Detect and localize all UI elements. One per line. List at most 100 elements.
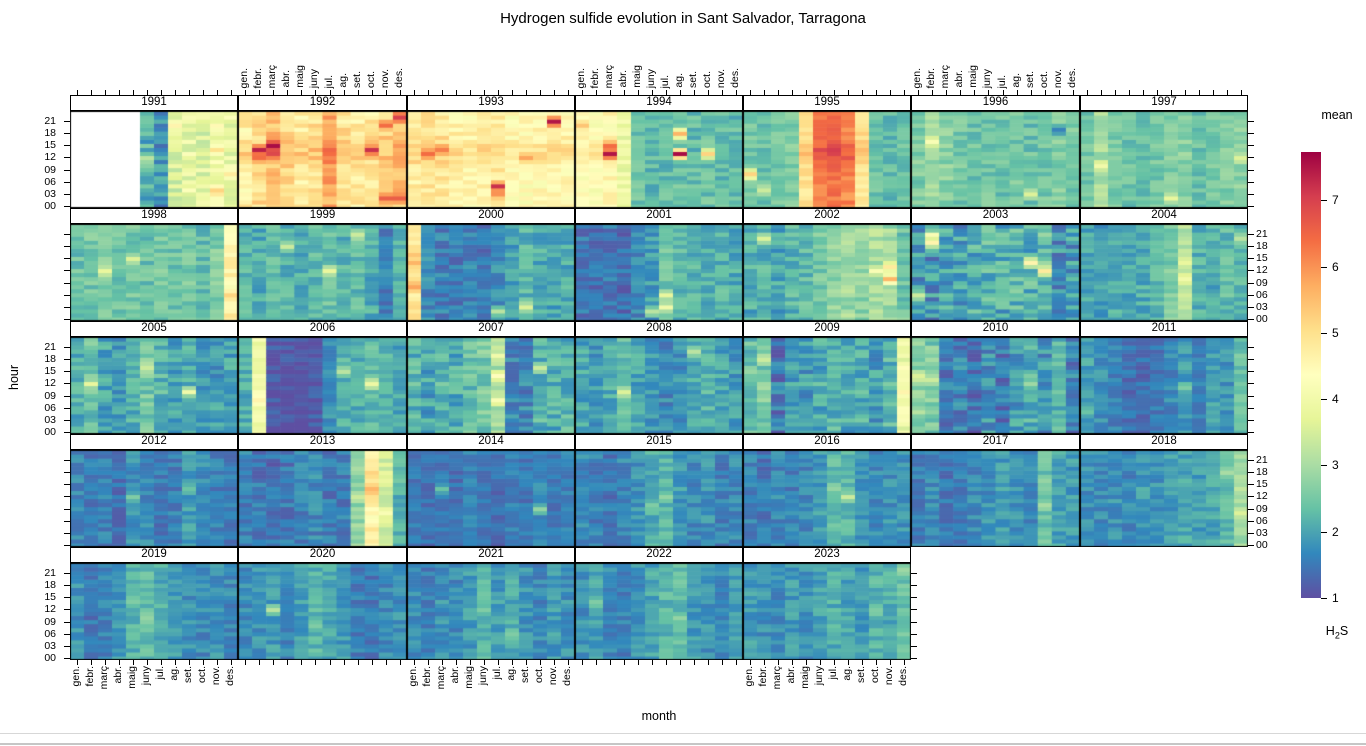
year-strip-2017: 2017 bbox=[911, 434, 1080, 450]
pane-divider bbox=[0, 743, 1366, 745]
month-label-bottom: juny bbox=[813, 666, 825, 686]
heatmap-panel-1995 bbox=[743, 111, 911, 208]
month-label-bottom: des. bbox=[224, 666, 236, 686]
month-label-top: jul. bbox=[322, 74, 335, 88]
month-label-top: maig bbox=[631, 65, 643, 88]
hour-tick-label: 00 bbox=[1256, 538, 1268, 551]
year-strip-2002: 2002 bbox=[743, 208, 911, 224]
hour-tick-label: 12 bbox=[1256, 490, 1268, 503]
month-tick-top bbox=[161, 90, 162, 95]
hour-tick-label: 00 bbox=[44, 425, 56, 438]
month-tick-bottom bbox=[652, 660, 653, 665]
year-strip-2005: 2005 bbox=[70, 321, 238, 337]
month-tick-top bbox=[371, 90, 373, 95]
hour-tick-label: 21 bbox=[1256, 228, 1268, 241]
month-label-bottom: juny bbox=[140, 666, 152, 686]
month-label-top: juny bbox=[645, 68, 657, 88]
month-tick-top bbox=[554, 90, 555, 95]
month-label-bottom: nov. bbox=[883, 666, 895, 686]
heatmap-panel-2008 bbox=[575, 337, 743, 434]
hour-tick-right bbox=[1248, 246, 1254, 248]
month-tick-top bbox=[624, 90, 625, 95]
hour-tick-right bbox=[1248, 371, 1254, 373]
month-tick-bottom bbox=[343, 660, 345, 665]
hour-tick-left bbox=[64, 407, 70, 409]
month-tick-top bbox=[764, 90, 765, 95]
month-tick-bottom bbox=[414, 660, 415, 665]
hour-tick-label: 15 bbox=[44, 139, 56, 152]
hour-tick-right bbox=[1248, 306, 1254, 308]
month-tick-top bbox=[1087, 90, 1088, 95]
month-label-bottom: abr. bbox=[785, 666, 797, 684]
hour-tick-label: 12 bbox=[44, 603, 56, 616]
hour-tick-right bbox=[1248, 318, 1254, 320]
month-tick-top bbox=[147, 90, 148, 95]
heatmap-panel-2022 bbox=[575, 563, 743, 660]
month-label-bottom: oct. bbox=[533, 666, 545, 683]
hour-tick-left bbox=[64, 193, 70, 195]
hour-tick-label: 15 bbox=[44, 591, 56, 604]
hour-tick-left bbox=[64, 621, 70, 623]
month-tick-top bbox=[1157, 90, 1158, 95]
heatmap-panel-1994 bbox=[575, 111, 743, 208]
month-tick-top bbox=[399, 90, 401, 95]
month-tick-bottom bbox=[315, 660, 317, 665]
year-strip-2004: 2004 bbox=[1080, 208, 1248, 224]
month-tick-top bbox=[1213, 90, 1214, 95]
hour-tick-left bbox=[64, 169, 70, 171]
hour-tick-label: 09 bbox=[44, 163, 56, 176]
month-tick-top bbox=[540, 90, 541, 95]
year-strip-2021: 2021 bbox=[407, 547, 575, 563]
month-tick-top bbox=[105, 90, 106, 95]
colorbar-tick-label: 7 bbox=[1332, 193, 1339, 208]
month-tick-top bbox=[596, 90, 597, 95]
month-tick-bottom bbox=[217, 660, 218, 665]
heatmap-panel-2009 bbox=[743, 337, 911, 434]
month-tick-top bbox=[470, 90, 471, 95]
heatmap-panel-2020 bbox=[238, 563, 407, 660]
hour-tick-left bbox=[64, 234, 70, 236]
hour-tick-right bbox=[1248, 359, 1254, 361]
hour-tick-left bbox=[64, 157, 70, 159]
month-tick-bottom bbox=[610, 660, 611, 665]
month-label-bottom: nov. bbox=[547, 666, 559, 686]
month-tick-bottom bbox=[876, 660, 877, 665]
month-tick-bottom bbox=[750, 660, 751, 665]
month-label-top: set. bbox=[687, 71, 699, 88]
hour-tick-left bbox=[64, 645, 70, 647]
month-label-top: gen. bbox=[238, 67, 251, 88]
month-tick-top bbox=[946, 90, 948, 95]
month-label-bottom: set. bbox=[519, 666, 531, 683]
month-tick-top bbox=[1016, 90, 1018, 95]
month-tick-top bbox=[1241, 90, 1242, 95]
month-label-bottom: ag. bbox=[505, 666, 517, 681]
year-strip-2022: 2022 bbox=[575, 547, 743, 563]
hour-tick-left bbox=[64, 585, 70, 587]
month-tick-top bbox=[77, 90, 78, 95]
year-strip-1997: 1997 bbox=[1080, 95, 1248, 111]
hour-tick-right bbox=[911, 573, 917, 575]
month-tick-bottom bbox=[848, 660, 849, 665]
month-tick-bottom bbox=[512, 660, 513, 665]
month-label-bottom: març bbox=[771, 666, 783, 690]
month-tick-top bbox=[904, 90, 905, 95]
month-tick-top bbox=[1101, 90, 1102, 95]
month-label-bottom: maig bbox=[126, 666, 138, 689]
month-label-bottom: set. bbox=[182, 666, 194, 683]
hour-tick-left bbox=[64, 371, 70, 373]
month-tick-top bbox=[1185, 90, 1186, 95]
month-tick-top bbox=[1072, 90, 1074, 95]
hour-tick-label: 06 bbox=[44, 401, 56, 414]
month-label-top: maig bbox=[967, 65, 980, 88]
hour-tick-label: 00 bbox=[44, 651, 56, 664]
month-label-bottom: jul. bbox=[827, 666, 839, 680]
hour-tick-right bbox=[1248, 121, 1254, 123]
month-tick-top bbox=[932, 90, 934, 95]
hour-tick-right bbox=[1248, 544, 1254, 546]
heatmap-panel-2010 bbox=[911, 337, 1080, 434]
month-tick-bottom bbox=[862, 660, 863, 665]
year-strip-2018: 2018 bbox=[1080, 434, 1248, 450]
month-tick-top bbox=[694, 90, 695, 95]
month-label-bottom: ag. bbox=[168, 666, 180, 681]
hour-tick-right bbox=[1248, 133, 1254, 135]
